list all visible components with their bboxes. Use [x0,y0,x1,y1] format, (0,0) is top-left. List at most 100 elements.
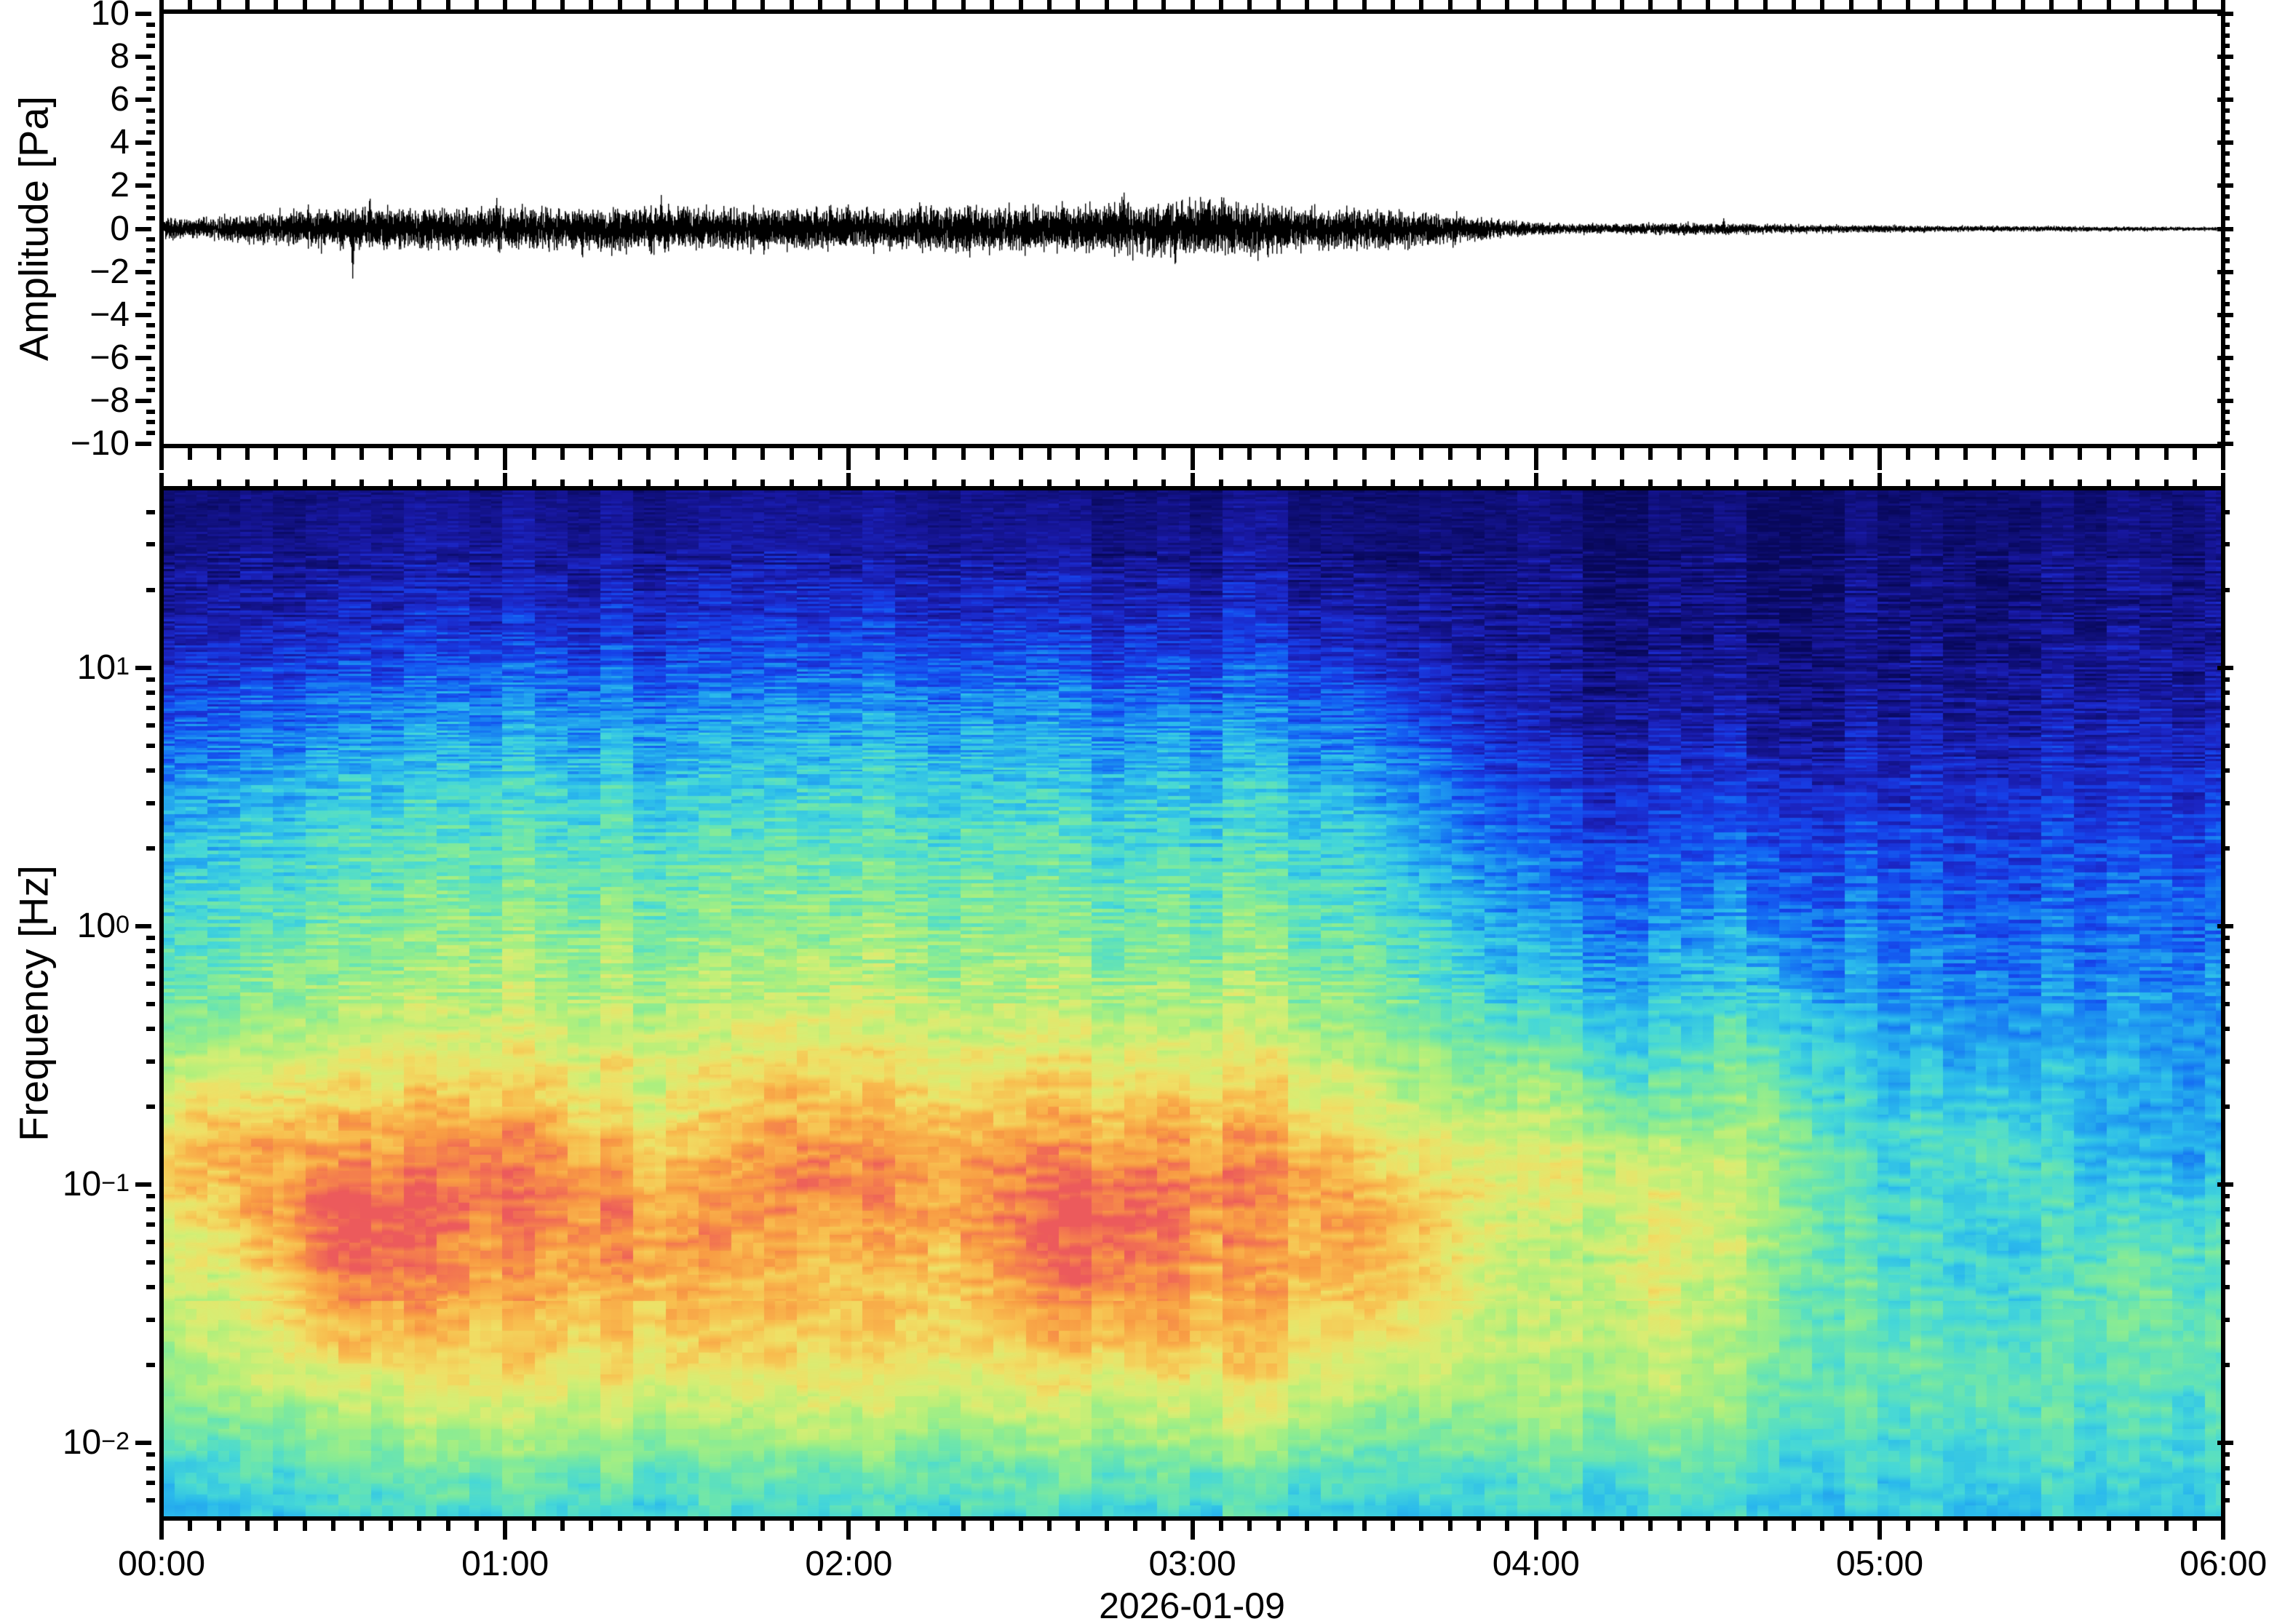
tick-mark [146,258,155,263]
tick-mark [245,1521,250,1531]
amplitude-tick-label: 6 [110,80,130,119]
tick-mark [2221,33,2230,38]
tick-mark [135,183,151,188]
tick-mark [875,0,880,9]
tick-mark [417,479,422,486]
tick-mark [2221,151,2230,156]
tick-mark [2221,587,2230,592]
tick-mark [961,479,966,486]
tick-mark [1305,1521,1309,1531]
tick-mark [1877,448,1882,470]
tick-mark [1218,479,1223,486]
tick-mark [1820,479,1825,486]
amplitude-tick-label: 2 [110,166,130,205]
tick-mark [1391,448,1396,460]
tick-mark [474,1521,479,1531]
tick-mark [146,1497,155,1502]
tick-mark [302,0,307,9]
tick-mark [1447,479,1453,486]
tick-mark [1820,448,1825,460]
tick-mark [274,479,279,486]
tick-mark [146,44,155,49]
tick-mark [146,690,155,696]
tick-mark [1763,479,1768,486]
tick-mark [2106,479,2111,486]
tick-mark [503,1521,508,1540]
tick-mark [146,420,155,425]
tick-mark [1562,448,1567,460]
tick-mark [2221,215,2230,220]
tick-mark [2221,172,2230,178]
tick-mark [445,448,450,460]
tick-mark [2078,0,2083,9]
amplitude-tick-label: 10 [90,0,130,33]
tick-mark [146,768,155,773]
tick-mark [159,473,164,486]
tick-mark [445,1521,450,1531]
tick-mark [2221,280,2230,285]
tick-mark [1419,448,1424,460]
tick-mark [1447,0,1453,9]
tick-mark [617,1521,622,1531]
tick-mark [135,923,151,928]
tick-mark [135,398,151,403]
tick-mark [1648,0,1653,9]
tick-mark [1677,479,1682,486]
tick-mark [2221,800,2230,805]
tick-mark [2049,448,2054,460]
tick-mark [703,479,708,486]
tick-mark [2135,1521,2140,1531]
tick-mark [302,479,307,486]
tick-mark [302,1521,307,1531]
tick-mark [1934,1521,1939,1531]
tick-mark [1076,479,1081,486]
tick-mark [2217,183,2234,188]
tick-mark [961,1521,966,1531]
tick-mark [2221,409,2230,414]
tick-mark [732,0,736,9]
tick-mark [146,204,155,210]
tick-mark [1276,479,1281,486]
tick-mark [1648,1521,1653,1531]
tick-mark [932,479,937,486]
tick-mark [135,1182,151,1187]
tick-mark [818,479,823,486]
tick-mark [2221,1104,2230,1110]
tick-mark [875,479,880,486]
tick-mark [1677,0,1682,9]
tick-mark [1791,1521,1796,1531]
tick-mark [216,448,221,460]
tick-mark [1362,479,1367,486]
tick-mark [1591,479,1596,486]
tick-mark [1276,0,1281,9]
tick-mark [417,448,422,460]
tick-mark [1906,448,1911,460]
tick-mark [146,345,155,350]
frequency-tick-exponent: −2 [101,1428,130,1456]
tick-mark [1963,479,1968,486]
tick-mark [2020,1521,2025,1531]
tick-mark [703,448,708,460]
tick-mark [188,479,193,486]
tick-mark [1247,479,1252,486]
tick-mark [1247,1521,1252,1531]
tick-mark [2221,473,2226,486]
tick-mark [146,1027,155,1032]
tick-mark [146,431,155,436]
tick-mark [932,0,937,9]
tick-mark [675,1521,680,1531]
tick-mark [875,1521,880,1531]
tick-mark [531,0,536,9]
tick-mark [932,1521,937,1531]
tick-mark [961,448,966,460]
tick-mark [2221,248,2230,253]
tick-mark [2221,388,2230,393]
tick-mark [2221,949,2230,954]
tick-mark [2221,743,2230,748]
tick-mark [760,479,766,486]
tick-mark [1562,1521,1567,1531]
tick-mark [2020,448,2025,460]
tick-mark [2221,1465,2230,1470]
tick-mark [146,1363,155,1368]
tick-mark [2217,55,2234,60]
